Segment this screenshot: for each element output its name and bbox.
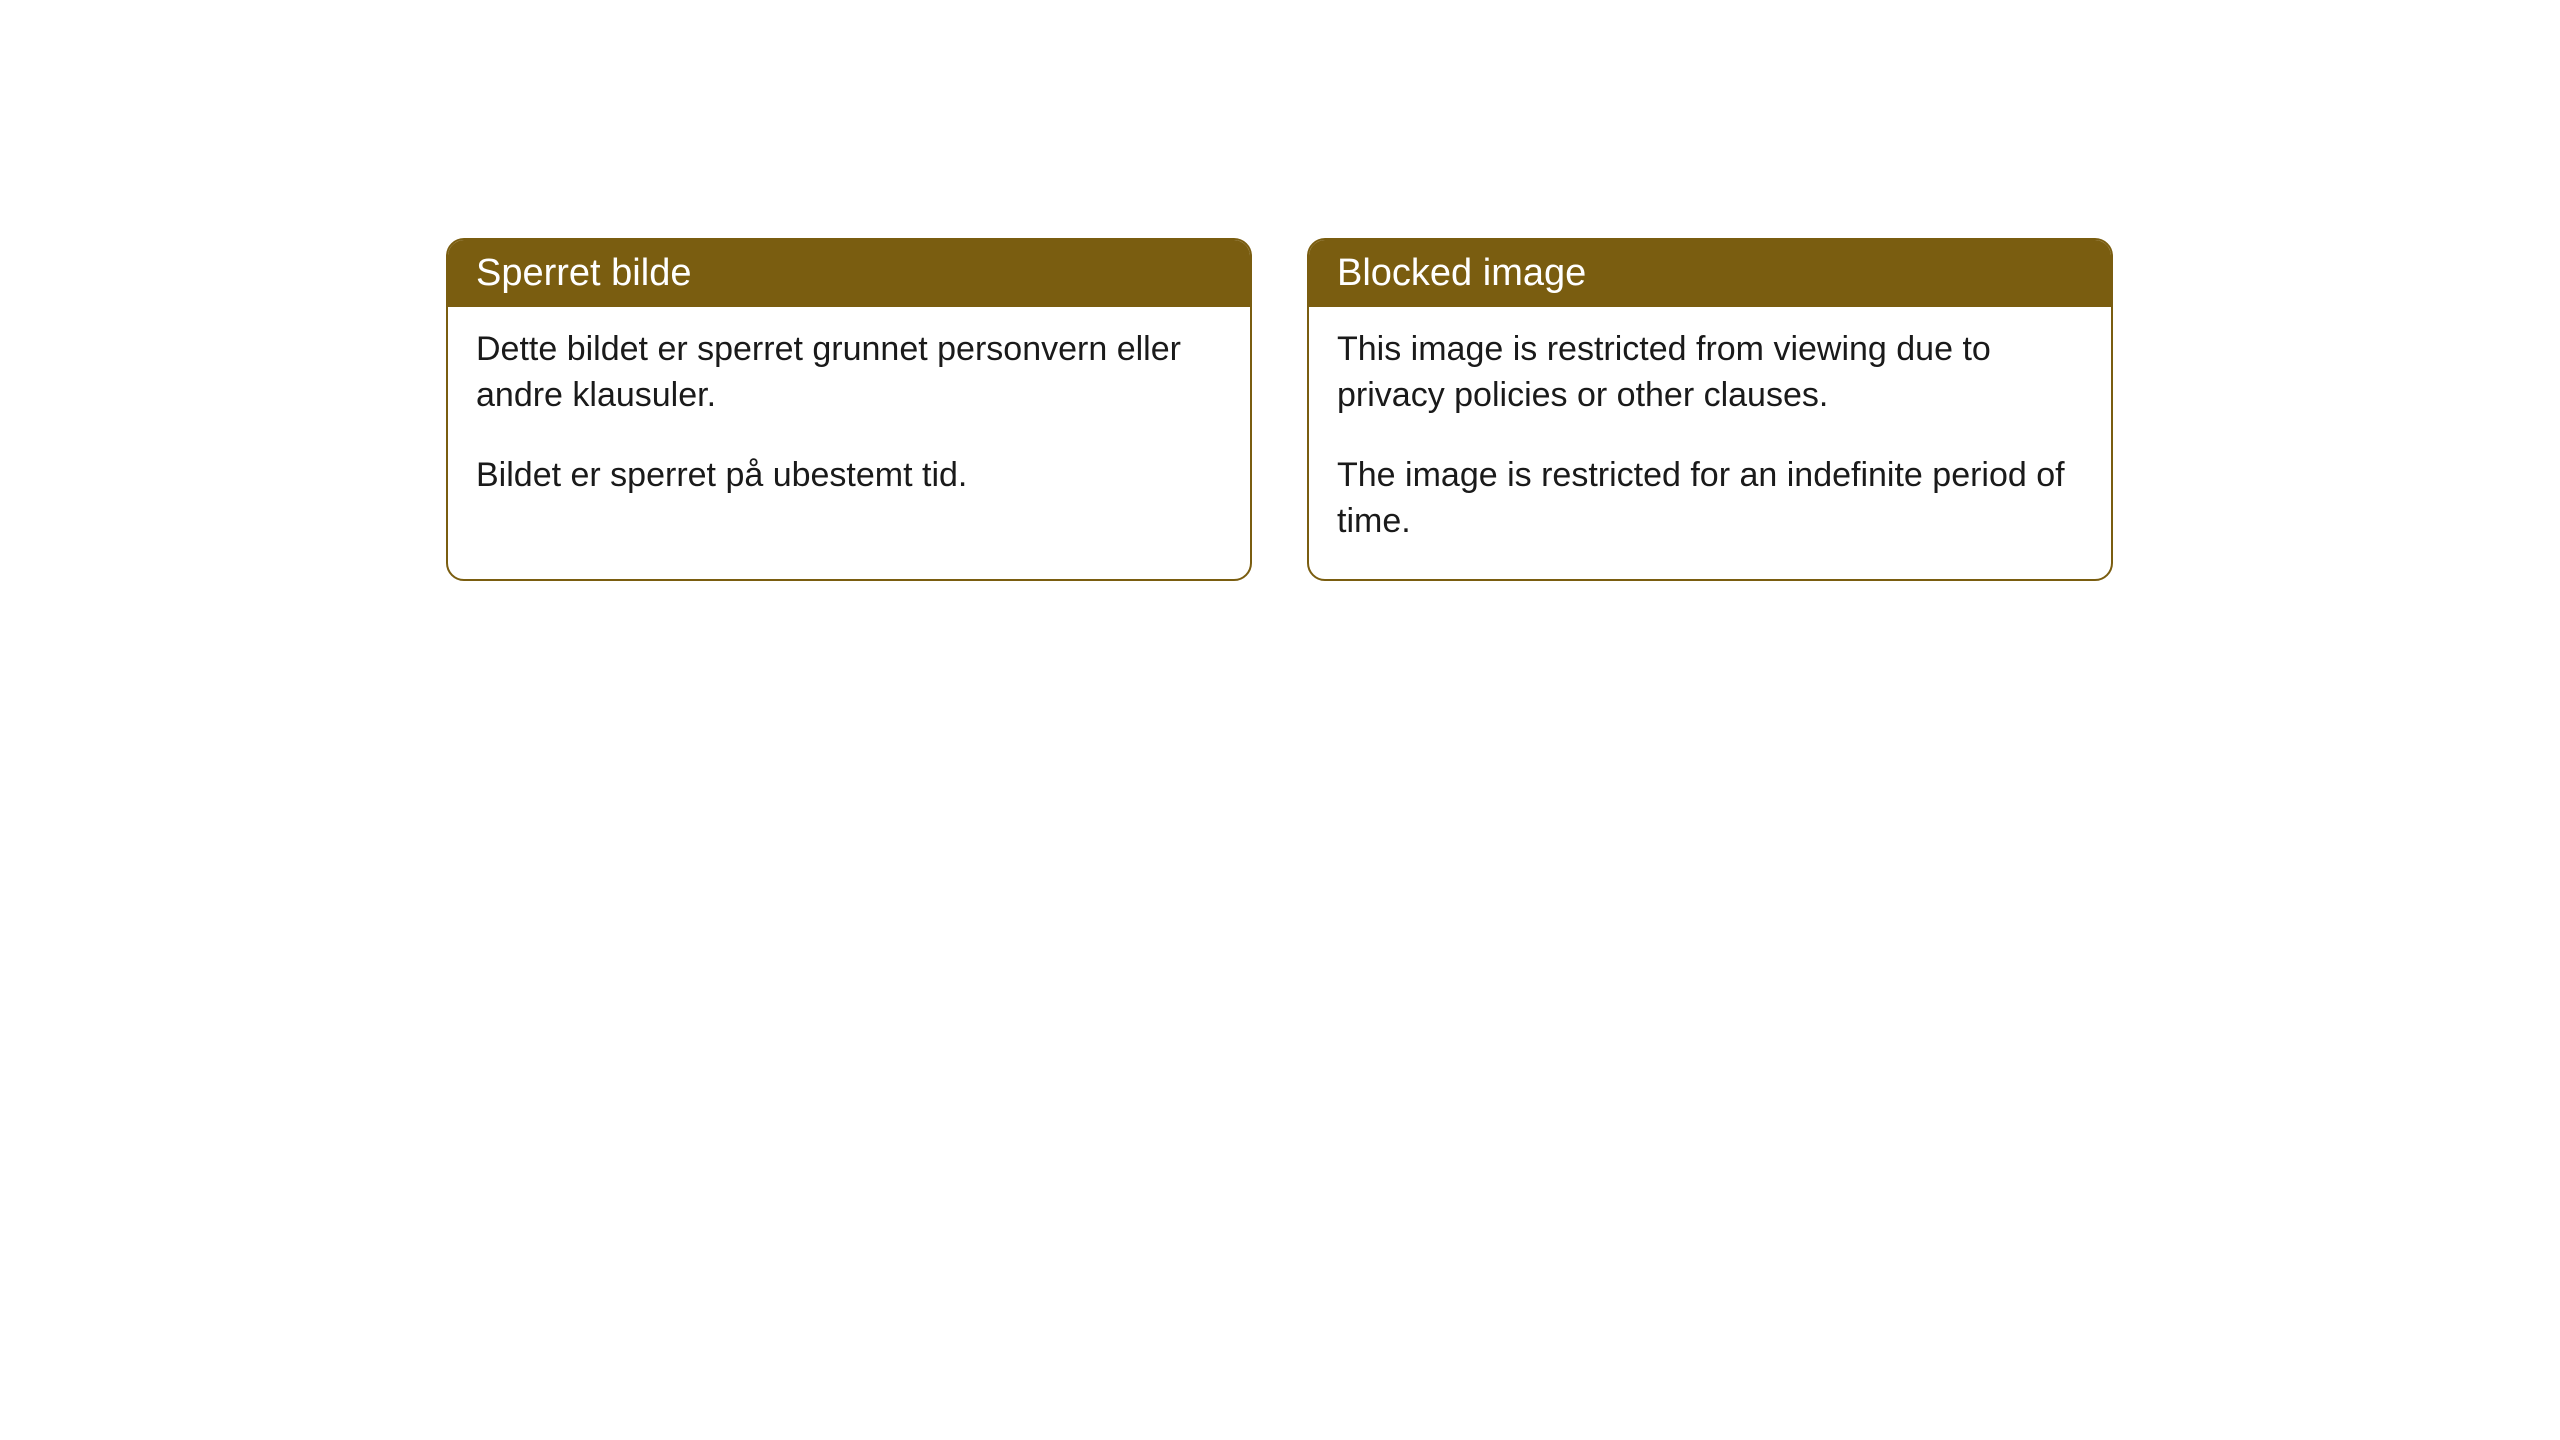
card-title: Blocked image	[1309, 240, 2111, 307]
card-body: Dette bildet er sperret grunnet personve…	[448, 307, 1250, 533]
card-paragraph: Dette bildet er sperret grunnet personve…	[476, 327, 1222, 419]
card-paragraph: This image is restricted from viewing du…	[1337, 327, 2083, 419]
blocked-image-cards: Sperret bilde Dette bildet er sperret gr…	[446, 238, 2113, 581]
blocked-image-card-norwegian: Sperret bilde Dette bildet er sperret gr…	[446, 238, 1252, 581]
card-paragraph: The image is restricted for an indefinit…	[1337, 453, 2083, 545]
card-title: Sperret bilde	[448, 240, 1250, 307]
card-body: This image is restricted from viewing du…	[1309, 307, 2111, 579]
blocked-image-card-english: Blocked image This image is restricted f…	[1307, 238, 2113, 581]
card-paragraph: Bildet er sperret på ubestemt tid.	[476, 453, 1222, 499]
